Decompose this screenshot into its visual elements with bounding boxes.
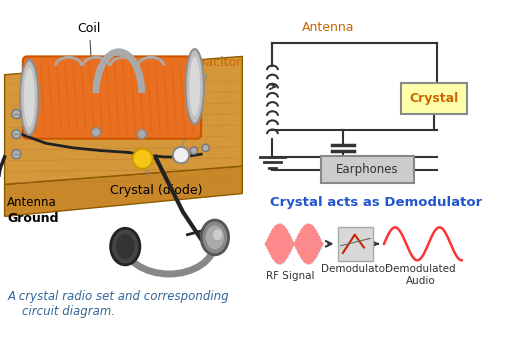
- Text: Crystal acts as Demodulator: Crystal acts as Demodulator: [270, 196, 482, 209]
- Circle shape: [12, 150, 21, 159]
- Ellipse shape: [24, 68, 35, 127]
- Text: Capacitor: Capacitor: [181, 56, 241, 148]
- Text: Antenna: Antenna: [302, 21, 354, 33]
- FancyBboxPatch shape: [23, 56, 201, 139]
- Text: Coil: Coil: [78, 22, 101, 63]
- Text: Crystal: Crystal: [410, 92, 459, 105]
- FancyBboxPatch shape: [401, 83, 467, 114]
- Text: Antenna: Antenna: [7, 196, 57, 209]
- Circle shape: [190, 147, 198, 154]
- Text: Crystal (diode): Crystal (diode): [110, 166, 202, 197]
- Text: RF Signal: RF Signal: [267, 271, 315, 281]
- Circle shape: [137, 130, 146, 139]
- Ellipse shape: [20, 60, 38, 135]
- Circle shape: [12, 130, 21, 139]
- Circle shape: [92, 128, 100, 137]
- FancyBboxPatch shape: [338, 227, 373, 261]
- Ellipse shape: [189, 57, 200, 116]
- Text: Demodulator: Demodulator: [322, 264, 390, 274]
- Polygon shape: [5, 166, 242, 216]
- Ellipse shape: [186, 49, 204, 124]
- Ellipse shape: [206, 226, 224, 249]
- Circle shape: [12, 109, 21, 119]
- Text: Earphones: Earphones: [336, 163, 399, 176]
- Circle shape: [173, 147, 189, 163]
- Text: Ground: Ground: [7, 212, 59, 225]
- Ellipse shape: [201, 220, 228, 255]
- Text: Demodulated
Audio: Demodulated Audio: [385, 264, 456, 286]
- Polygon shape: [5, 56, 242, 184]
- Ellipse shape: [213, 229, 222, 240]
- Circle shape: [202, 144, 209, 152]
- Ellipse shape: [116, 234, 135, 260]
- Ellipse shape: [111, 228, 140, 265]
- FancyBboxPatch shape: [321, 156, 414, 183]
- Text: A crystal radio set and corresponding
    circuit diagram.: A crystal radio set and corresponding ci…: [7, 289, 229, 318]
- Circle shape: [133, 149, 153, 169]
